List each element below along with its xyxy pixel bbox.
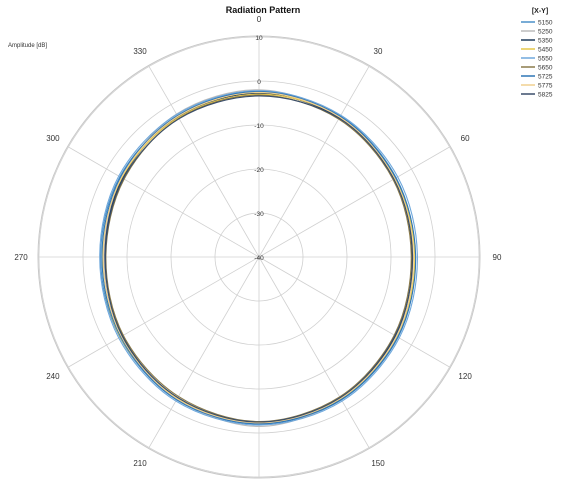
legend-label: 5775 [538, 83, 553, 90]
legend-label: 5150 [538, 20, 553, 27]
polar-grid: 0306090120150180210240270300330100-10-20… [14, 15, 502, 479]
series-line-5825 [104, 95, 414, 423]
radial-axis-label: Amplitude [dB] [8, 43, 47, 49]
angle-tick-label: 240 [46, 372, 60, 381]
legend-label: 5725 [538, 74, 553, 81]
radial-tick-label: 0 [257, 79, 261, 86]
series-line-5775 [102, 91, 414, 424]
legend-label: 5650 [538, 65, 553, 72]
series-group [99, 89, 418, 427]
angle-tick-label: 300 [46, 134, 60, 143]
grid-spoke [148, 256, 260, 448]
legend-label: 5825 [538, 92, 553, 99]
angle-tick-label: 90 [493, 253, 502, 262]
angle-tick-label: 120 [458, 372, 472, 381]
legend-label: 5550 [538, 56, 553, 63]
angle-tick-label: 330 [133, 47, 147, 56]
legend: [X-Y] 5150 5250 5350 5450 5550 5650 5725 5775 58… [521, 8, 553, 99]
outer-ring [37, 35, 481, 479]
radial-tick-label: -10 [254, 123, 264, 130]
series-line-5550 [99, 90, 418, 426]
grid-spoke [258, 256, 370, 448]
grid-spoke [258, 256, 450, 368]
grid-spoke [68, 146, 260, 258]
legend-label: 5350 [538, 38, 553, 45]
legend-label: 5450 [538, 47, 553, 54]
legend-title: [X-Y] [532, 8, 548, 15]
radial-tick-label: -40 [254, 255, 264, 262]
grid-spoke [68, 256, 260, 368]
grid-spoke [258, 146, 450, 258]
radial-tick-label: -20 [254, 167, 264, 174]
angle-tick-label: 60 [461, 134, 470, 143]
angle-tick-label: 210 [133, 459, 147, 468]
radial-tick-label: -30 [254, 211, 264, 218]
legend-label: 5250 [538, 29, 553, 36]
chart-title: Radiation Pattern [226, 5, 301, 15]
angle-tick-label: 150 [371, 459, 385, 468]
angle-tick-label: 0 [257, 15, 262, 24]
radial-tick-label: 10 [255, 35, 263, 42]
series-line-5725 [101, 91, 417, 425]
angle-tick-label: 270 [14, 253, 28, 262]
angle-tick-label: 30 [374, 47, 383, 56]
grid-spoke [148, 66, 260, 258]
grid-spoke [258, 66, 370, 258]
